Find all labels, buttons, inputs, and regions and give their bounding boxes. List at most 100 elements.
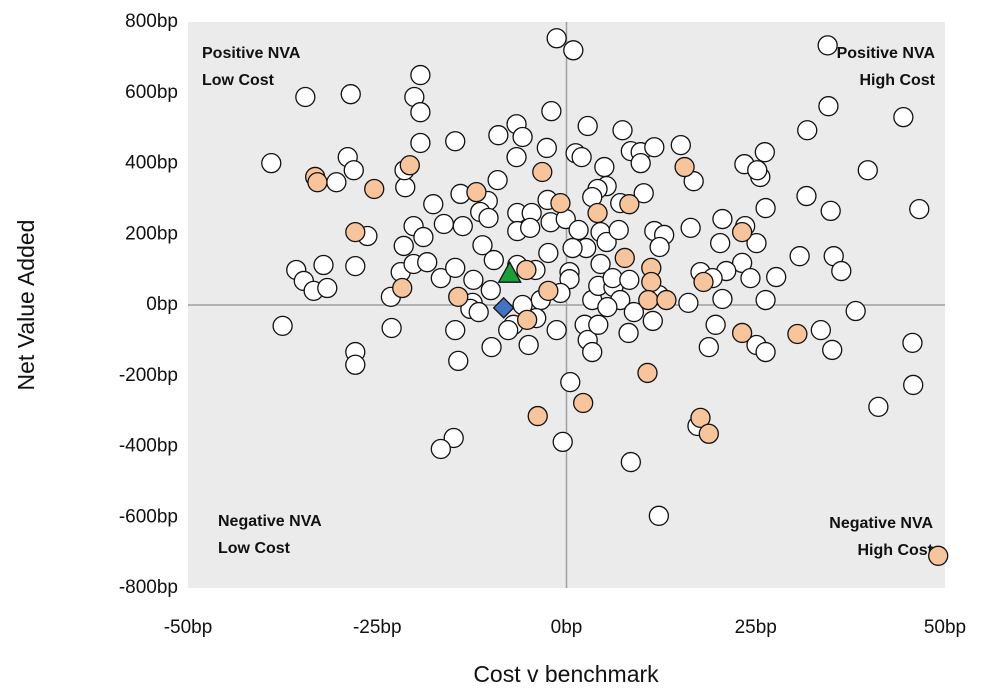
point	[588, 314, 609, 335]
point	[831, 260, 852, 282]
y-tick-label: 200bp	[125, 223, 178, 244]
point	[512, 126, 533, 148]
x-tick-label: 25bp	[735, 617, 777, 638]
point	[468, 301, 489, 323]
point	[326, 172, 347, 193]
point	[295, 86, 316, 108]
point	[552, 431, 573, 453]
point	[443, 427, 464, 449]
point	[712, 288, 733, 310]
point	[868, 396, 889, 418]
point	[536, 137, 557, 159]
point	[445, 319, 466, 341]
point	[364, 178, 385, 200]
point	[731, 322, 753, 344]
point	[562, 237, 583, 259]
point	[560, 371, 581, 393]
point	[423, 194, 444, 215]
point	[797, 120, 818, 141]
point	[596, 231, 617, 253]
point	[698, 423, 719, 444]
point	[573, 392, 594, 414]
point	[818, 96, 839, 117]
x-tick-label: 50bp	[924, 617, 966, 638]
point	[340, 84, 361, 105]
point	[902, 332, 923, 354]
point	[463, 269, 484, 291]
point	[393, 235, 414, 257]
y-tick-label: 400bp	[125, 153, 178, 174]
point	[430, 438, 451, 460]
point	[410, 64, 431, 86]
point	[261, 152, 282, 174]
point	[430, 267, 451, 289]
x-tick-label: -25bp	[353, 617, 402, 638]
point	[313, 254, 334, 276]
point	[641, 271, 662, 293]
point	[674, 156, 695, 178]
point	[766, 266, 787, 288]
point	[399, 155, 420, 176]
point	[448, 286, 469, 308]
point	[488, 125, 509, 146]
point	[698, 336, 719, 358]
point	[670, 134, 691, 156]
point	[693, 271, 714, 293]
point	[614, 247, 635, 269]
point	[445, 257, 466, 279]
point	[644, 137, 665, 158]
point	[481, 336, 502, 358]
point	[845, 300, 866, 322]
point	[582, 341, 603, 363]
quadrant-label: Positive NVA	[202, 45, 301, 62]
point	[487, 169, 508, 191]
y-axis-title: Net Value Added	[13, 220, 39, 391]
point	[683, 171, 704, 192]
point	[568, 219, 589, 241]
point	[478, 207, 499, 229]
point	[822, 339, 843, 361]
point	[705, 314, 726, 335]
point	[909, 198, 930, 220]
point	[755, 289, 776, 311]
y-tick-label: -200bp	[119, 365, 178, 386]
point	[413, 226, 434, 248]
point	[680, 217, 701, 239]
quadrant-label: High Cost	[857, 542, 933, 559]
point	[602, 267, 623, 289]
point	[594, 156, 615, 178]
point	[608, 219, 629, 241]
point	[516, 259, 537, 281]
point	[928, 545, 949, 566]
point	[577, 115, 598, 137]
point	[710, 232, 731, 254]
point	[597, 296, 618, 318]
point	[345, 255, 366, 277]
point	[590, 253, 611, 275]
point	[492, 296, 515, 319]
y-tick-label: -400bp	[119, 436, 178, 457]
point	[619, 194, 640, 215]
point	[857, 160, 878, 181]
point	[532, 161, 553, 183]
point	[506, 146, 527, 168]
point	[746, 232, 767, 254]
quadrant-label: Low Cost	[218, 540, 291, 557]
y-tick-label: 600bp	[125, 82, 178, 103]
point	[731, 221, 753, 243]
point	[410, 102, 431, 123]
point	[817, 35, 838, 56]
point	[754, 142, 775, 163]
point	[472, 235, 493, 256]
point	[445, 131, 466, 152]
point	[789, 246, 810, 267]
point	[755, 341, 776, 363]
point	[787, 323, 808, 345]
point	[498, 319, 519, 341]
point	[527, 405, 548, 427]
point	[563, 40, 584, 61]
point	[433, 213, 455, 235]
point	[466, 182, 487, 203]
